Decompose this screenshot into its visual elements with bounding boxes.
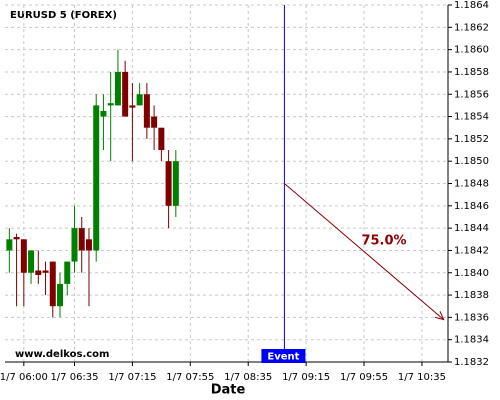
candle-body [78,228,85,251]
candle-body [172,161,179,206]
candle-body [114,71,121,106]
candle-body [158,127,165,151]
x-tick-label: 1/7 08:35 [224,372,272,383]
candle-body [85,239,92,251]
y-tick-label: 1.1836 [454,312,489,323]
candle-body [35,270,42,275]
candle-body [64,261,71,284]
y-tick-label: 1.1834 [454,335,489,346]
x-tick-label: 1/7 06:00 [0,372,48,383]
candle-body [136,94,143,106]
candle-body [57,283,64,307]
event-box [261,349,306,363]
x-axis-label: Date [211,383,246,398]
x-tick-label: 1/7 10:35 [398,372,446,383]
candle-body [143,94,150,128]
candle-body [20,239,27,273]
y-tick-label: 1.1840 [454,268,489,279]
candle-body [151,116,158,128]
y-tick-label: 1.1846 [454,201,489,212]
y-tick-label: 1.1862 [454,22,489,33]
event-label: Event [267,352,299,363]
x-tick-label: 1/7 09:15 [282,372,330,383]
y-tick-label: 1.1832 [454,357,489,368]
y-tick-label: 1.1858 [454,67,489,78]
watermark: www.delkos.com [15,349,109,360]
candle-body [42,270,49,273]
y-tick-label: 1.1838 [454,290,489,301]
candle-body [49,261,56,307]
y-tick-label: 1.1842 [454,245,489,256]
x-tick-label: 1/7 07:15 [108,372,156,383]
y-tick-label: 1.1864 [454,0,489,11]
y-tick-label: 1.1848 [454,179,489,190]
candle-body [107,103,114,106]
chart-title: EURUSD 5 (FOREX) [10,10,117,21]
y-tick-label: 1.1852 [454,134,489,145]
y-tick-label: 1.1850 [454,156,489,167]
candle-body [71,228,78,262]
x-tick-label: 1/7 06:35 [50,372,98,383]
y-tick-label: 1.1860 [454,45,489,56]
candle-body [28,250,35,273]
y-tick-label: 1.1844 [454,223,489,234]
x-tick-label: 1/7 07:55 [166,372,214,383]
candle-body [93,105,100,251]
forecast-arrow [284,183,444,320]
candle-body [122,71,129,117]
y-tick-label: 1.1854 [454,112,489,123]
x-tick-label: 1/7 09:55 [340,372,388,383]
candle-body [165,161,172,206]
arrow-head [434,311,445,321]
y-tick-label: 1.1856 [454,89,489,100]
candle-body [129,105,136,108]
candle-body [100,110,107,117]
candle-body [13,237,20,240]
forecast-label: 75.0% [361,234,406,249]
candle-body [6,239,13,251]
